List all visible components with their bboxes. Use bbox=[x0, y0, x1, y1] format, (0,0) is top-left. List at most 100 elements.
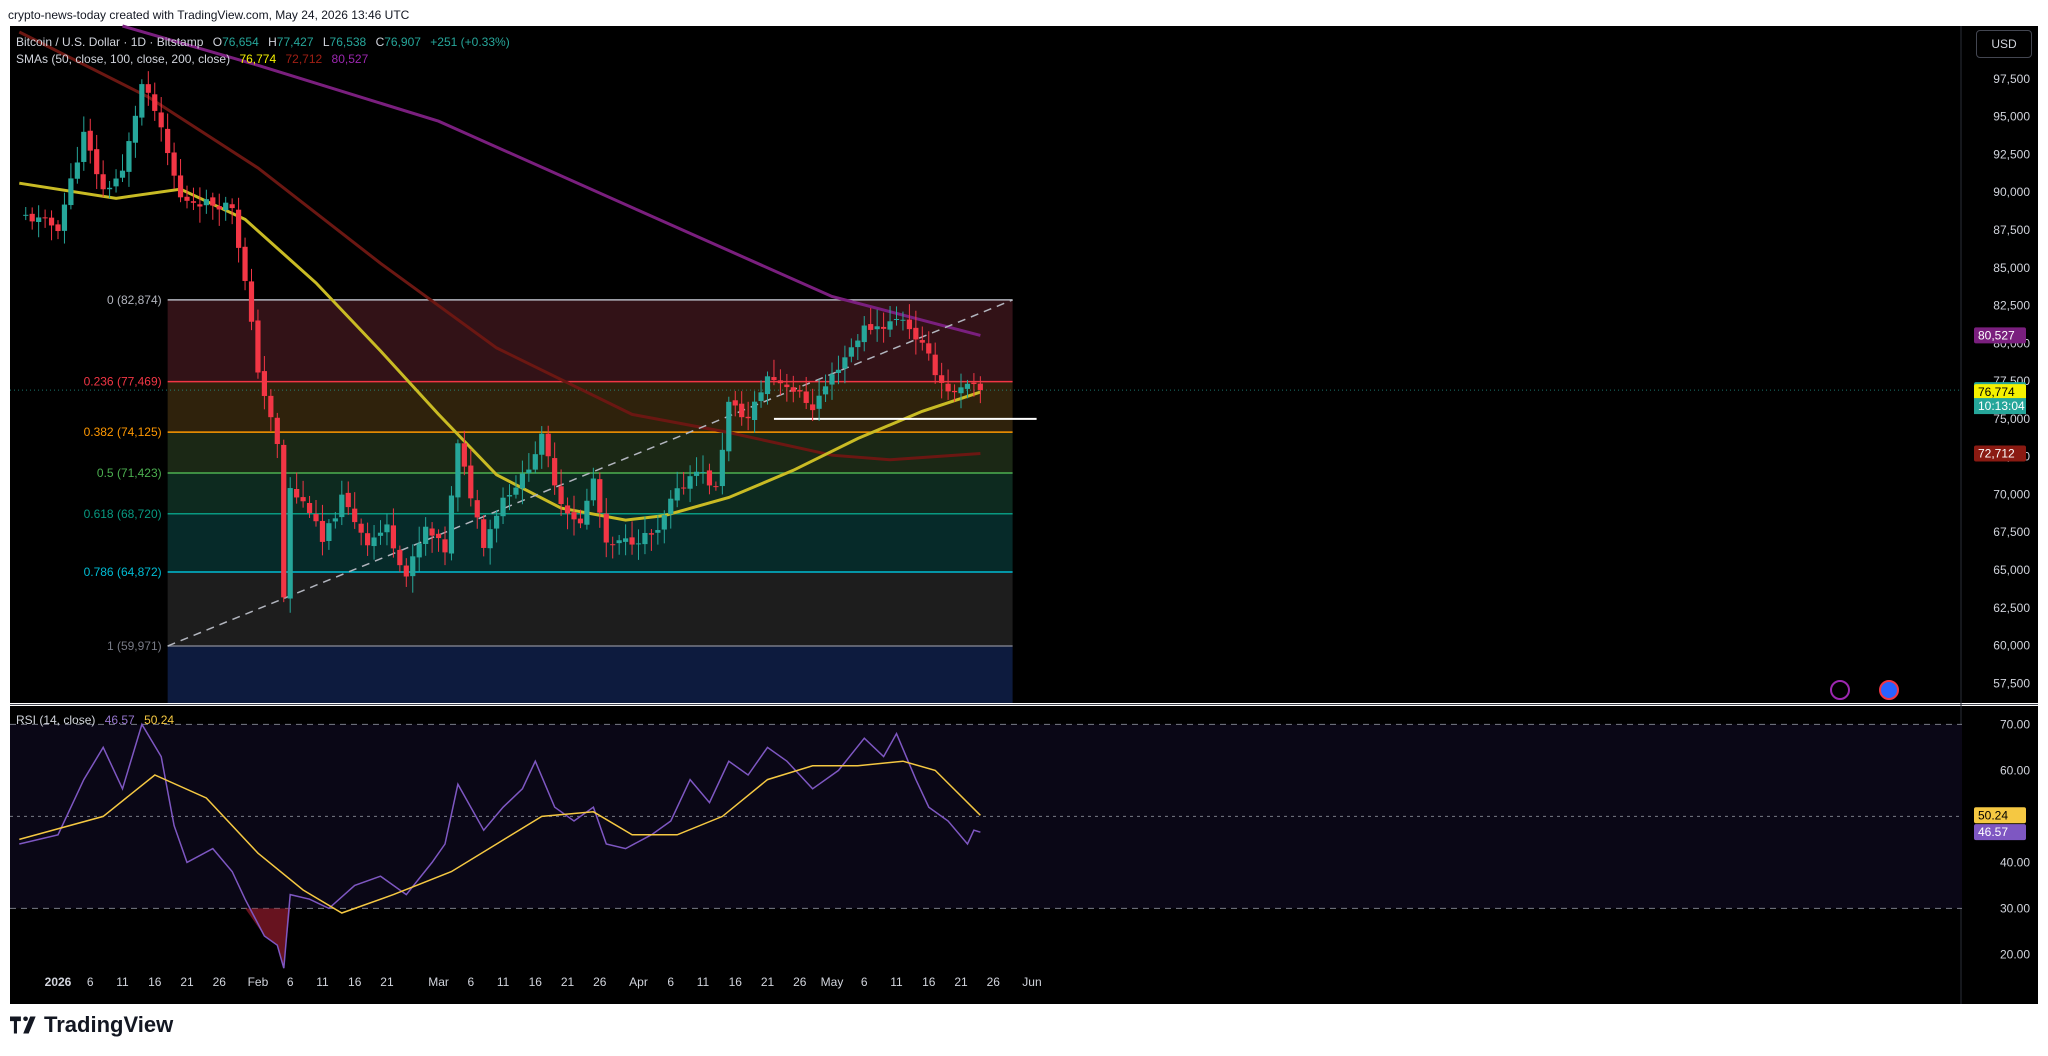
candle-body[interactable] bbox=[958, 387, 964, 394]
candle-body[interactable] bbox=[281, 444, 287, 598]
candle-body[interactable] bbox=[700, 471, 706, 474]
candle-body[interactable] bbox=[190, 201, 197, 203]
candle-body[interactable] bbox=[532, 454, 538, 470]
candle-body[interactable] bbox=[661, 515, 667, 530]
candle-body[interactable] bbox=[577, 518, 584, 524]
candle-body[interactable] bbox=[790, 387, 796, 392]
candle-body[interactable] bbox=[590, 478, 596, 501]
candle-body[interactable] bbox=[74, 162, 80, 179]
candle-body[interactable] bbox=[500, 497, 506, 517]
candle-body[interactable] bbox=[410, 556, 416, 577]
candle-body[interactable] bbox=[300, 497, 306, 502]
candle-body[interactable] bbox=[210, 197, 216, 206]
candle-body[interactable] bbox=[545, 433, 551, 457]
candle-body[interactable] bbox=[506, 495, 513, 497]
candle-body[interactable] bbox=[216, 206, 222, 210]
candle-body[interactable] bbox=[822, 386, 829, 395]
candle-body[interactable] bbox=[945, 383, 951, 392]
candle-body[interactable] bbox=[55, 224, 61, 232]
candle-body[interactable] bbox=[268, 395, 274, 418]
candle-body[interactable] bbox=[558, 486, 564, 505]
candle-body[interactable] bbox=[526, 469, 532, 474]
candle-body[interactable] bbox=[842, 357, 848, 369]
candle-body[interactable] bbox=[706, 470, 713, 486]
candle-body[interactable] bbox=[855, 340, 861, 348]
currency-button[interactable]: USD bbox=[1976, 30, 2032, 58]
candle-body[interactable] bbox=[648, 533, 654, 535]
candle-body[interactable] bbox=[597, 479, 603, 513]
candle-body[interactable] bbox=[36, 217, 42, 223]
candle-body[interactable] bbox=[642, 532, 648, 545]
candle-body[interactable] bbox=[745, 416, 751, 419]
candle-body[interactable] bbox=[668, 498, 674, 515]
candle-body[interactable] bbox=[971, 382, 977, 385]
candle-body[interactable] bbox=[919, 340, 925, 343]
candle-body[interactable] bbox=[687, 476, 693, 489]
candle-body[interactable] bbox=[313, 513, 319, 522]
candle-body[interactable] bbox=[926, 343, 932, 354]
candle-body[interactable] bbox=[810, 404, 816, 411]
candle-body[interactable] bbox=[932, 354, 938, 376]
candle-body[interactable] bbox=[448, 495, 455, 554]
candle-body[interactable] bbox=[139, 84, 145, 118]
candle-body[interactable] bbox=[564, 505, 571, 514]
candle-body[interactable] bbox=[752, 401, 758, 421]
candle-body[interactable] bbox=[951, 390, 958, 393]
candle-body[interactable] bbox=[803, 391, 809, 403]
candle-body[interactable] bbox=[719, 449, 725, 487]
candle-body[interactable] bbox=[223, 202, 229, 211]
candle-body[interactable] bbox=[197, 204, 203, 207]
candle-body[interactable] bbox=[861, 325, 867, 343]
candle-body[interactable] bbox=[771, 377, 777, 381]
candle-body[interactable] bbox=[87, 130, 93, 151]
candle-body[interactable] bbox=[964, 383, 971, 389]
candle-body[interactable] bbox=[552, 458, 558, 486]
lightning-event-icon[interactable] bbox=[1830, 680, 1850, 700]
candle-body[interactable] bbox=[29, 213, 35, 222]
candle-body[interactable] bbox=[816, 395, 822, 409]
flag-event-icon[interactable] bbox=[1879, 680, 1899, 700]
candle-body[interactable] bbox=[94, 149, 100, 175]
candle-body[interactable] bbox=[487, 529, 493, 549]
candle-body[interactable] bbox=[494, 515, 500, 529]
candle-body[interactable] bbox=[906, 319, 912, 330]
candle-body[interactable] bbox=[229, 204, 235, 209]
candle-body[interactable] bbox=[248, 281, 255, 322]
tradingview-logo[interactable]: TradingView bbox=[10, 1012, 173, 1038]
candle-body[interactable] bbox=[294, 488, 300, 498]
candle-body[interactable] bbox=[377, 532, 384, 536]
candle-body[interactable] bbox=[584, 500, 590, 525]
candle-body[interactable] bbox=[519, 473, 525, 489]
candle-body[interactable] bbox=[332, 518, 338, 522]
candle-body[interactable] bbox=[629, 537, 635, 545]
candle-body[interactable] bbox=[623, 538, 629, 542]
candle-body[interactable] bbox=[513, 487, 519, 495]
candle-body[interactable] bbox=[358, 523, 364, 533]
candle-body[interactable] bbox=[616, 540, 622, 544]
candle-body[interactable] bbox=[423, 526, 429, 544]
candle-body[interactable] bbox=[913, 327, 919, 340]
candle-body[interactable] bbox=[145, 84, 151, 93]
candle-body[interactable] bbox=[739, 403, 745, 418]
candle-body[interactable] bbox=[184, 196, 190, 201]
candle-body[interactable] bbox=[764, 376, 771, 395]
candle-body[interactable] bbox=[306, 503, 313, 513]
candle-body[interactable] bbox=[365, 533, 371, 546]
candle-body[interactable] bbox=[113, 178, 119, 187]
candle-body[interactable] bbox=[455, 443, 461, 498]
candle-body[interactable] bbox=[429, 528, 435, 536]
candle-body[interactable] bbox=[255, 320, 261, 373]
candle-body[interactable] bbox=[23, 214, 29, 216]
candle-body[interactable] bbox=[693, 471, 700, 476]
candle-body[interactable] bbox=[784, 384, 790, 388]
candle-body[interactable] bbox=[435, 533, 442, 539]
candle-body[interactable] bbox=[165, 128, 171, 154]
candle-body[interactable] bbox=[674, 488, 680, 501]
candle-body[interactable] bbox=[442, 539, 448, 553]
candle-body[interactable] bbox=[126, 141, 132, 172]
candle-body[interactable] bbox=[481, 519, 487, 548]
candle-body[interactable] bbox=[261, 371, 267, 396]
candle-body[interactable] bbox=[171, 152, 177, 176]
candle-body[interactable] bbox=[571, 512, 577, 520]
